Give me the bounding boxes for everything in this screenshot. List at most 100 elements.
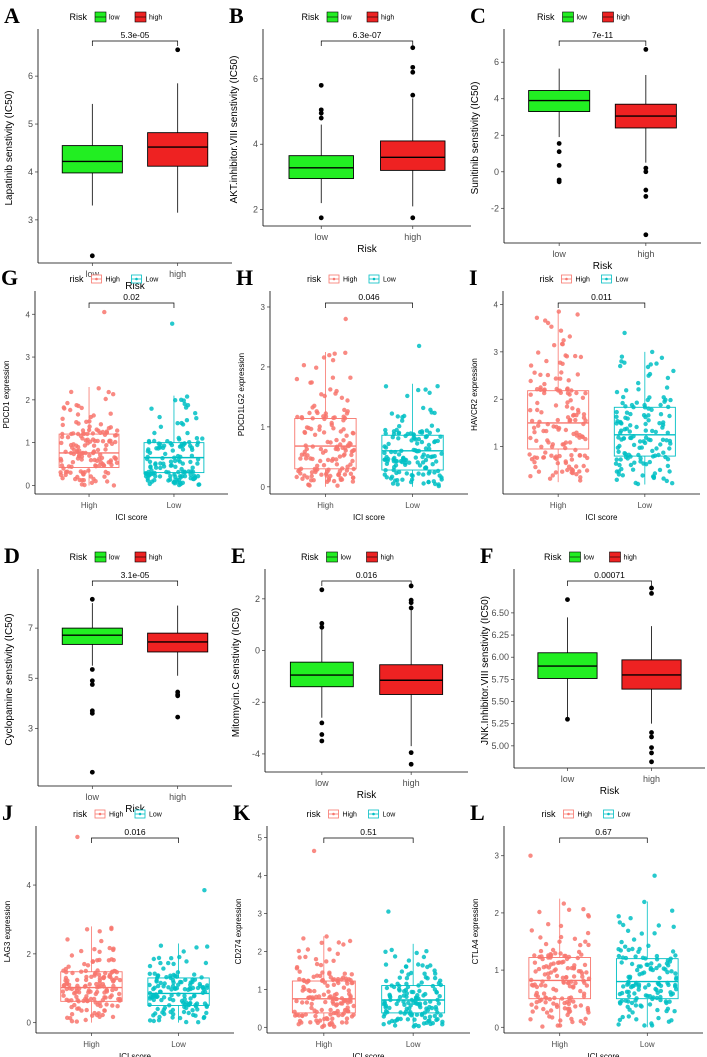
jitter-point (330, 358, 336, 363)
jitter-point (143, 474, 149, 479)
jitter-point (565, 980, 571, 986)
jitter-point (631, 442, 637, 448)
jitter-point (300, 1013, 305, 1018)
jitter-point (96, 386, 101, 391)
jitter-point (102, 1008, 107, 1013)
jitter-point (624, 410, 630, 415)
jitter-point (195, 461, 200, 466)
outlier-point (318, 82, 324, 88)
jitter-point (528, 435, 533, 441)
jitter-point (64, 980, 69, 986)
jitter-point (328, 473, 333, 479)
jitter-point (109, 925, 114, 930)
box-high (528, 853, 592, 1029)
jitter-point (400, 418, 405, 423)
jitter-point (152, 985, 157, 990)
jitter-point (642, 440, 648, 446)
jitter-point (343, 448, 348, 453)
p-value-label: 6.3e-07 (353, 30, 382, 40)
jitter-point (621, 394, 626, 400)
jitter-point (565, 386, 570, 391)
jitter-point (586, 913, 591, 918)
jitter-point (305, 475, 310, 480)
jitter-point (626, 947, 631, 953)
jitter-point (633, 982, 638, 987)
jitter-point (572, 936, 578, 941)
jitter-point (582, 962, 588, 968)
jitter-point (569, 1016, 574, 1022)
jitter-point (404, 976, 410, 981)
x-axis-title: ICI score (115, 513, 148, 522)
jitter-point (399, 969, 405, 974)
jitter-point (555, 461, 560, 466)
jitter-point (529, 418, 535, 424)
jitter-point (115, 428, 120, 433)
box-high (379, 583, 444, 767)
jitter-point (414, 1001, 419, 1006)
jitter-point (646, 982, 651, 988)
jitter-point (324, 959, 329, 964)
jitter-point (167, 477, 173, 482)
y-tick-label: 6 (253, 74, 258, 84)
jitter-point (573, 353, 578, 359)
outlier-point (649, 585, 654, 591)
jitter-point (169, 956, 174, 961)
jitter-point (617, 1017, 623, 1023)
jitter-point (183, 977, 188, 982)
jitter-point (341, 942, 346, 947)
jitter-point (574, 390, 579, 396)
x-axis-title: Risk (357, 244, 377, 255)
y-tick-label: 2 (494, 130, 499, 140)
jitter-point (115, 1004, 120, 1009)
jitter-point (300, 476, 305, 481)
jitter-point (349, 452, 354, 458)
jitter-point (541, 991, 547, 996)
jitter-point (534, 387, 540, 392)
jitter-point (99, 938, 104, 944)
jitter-point (548, 962, 554, 967)
jitter-point (566, 464, 572, 469)
jitter-point (58, 470, 63, 475)
jitter-point (194, 945, 199, 950)
jitter-point (625, 928, 631, 933)
jitter-point (538, 372, 543, 377)
jitter-point (350, 458, 355, 464)
jitter-point (406, 958, 412, 963)
jitter-point (338, 442, 343, 447)
jitter-point (178, 979, 183, 985)
jitter-point (89, 480, 95, 485)
jitter-point (578, 1019, 583, 1024)
jitter-point (351, 1003, 356, 1009)
jitter-point (79, 969, 84, 974)
jitter-point (619, 421, 624, 426)
jitter-point (630, 467, 636, 472)
jitter-point (112, 455, 117, 460)
jitter-point (657, 421, 662, 426)
jitter-point (623, 415, 628, 420)
jitter-point (168, 474, 173, 479)
jitter-point (393, 449, 398, 455)
y-tick-label: 6 (494, 57, 499, 67)
jitter-point (532, 430, 537, 435)
y-tick-label: 2 (494, 395, 499, 404)
jitter-point (544, 995, 549, 1001)
jitter-point (423, 457, 429, 463)
jitter-point (583, 391, 588, 396)
jitter-point (395, 1016, 401, 1021)
panel-c: C Risk low high -2 0 2 4 6 Sunitinib senstivity (… (470, 3, 701, 272)
jitter-point (643, 985, 648, 990)
jitter-point (618, 457, 623, 462)
jitter-point (204, 1003, 209, 1008)
jitter-point (536, 423, 541, 428)
jitter-point (170, 1015, 175, 1020)
jitter-point (108, 995, 113, 1000)
x-axis-title: ICI score (352, 1052, 385, 1057)
jitter-point (392, 954, 398, 959)
jitter-point (168, 975, 173, 980)
jitter-point (423, 446, 429, 451)
jitter-point (147, 971, 152, 976)
box-low (381, 909, 446, 1029)
x-tick-label: low (552, 249, 566, 259)
jitter-point (152, 430, 157, 436)
y-tick-label: 3 (258, 909, 263, 918)
